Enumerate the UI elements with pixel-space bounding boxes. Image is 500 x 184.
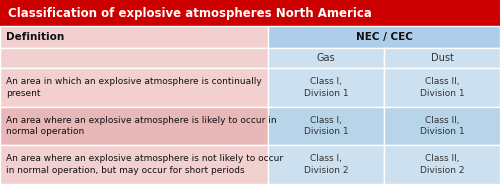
Text: Class II,
Division 1: Class II, Division 1 xyxy=(420,116,465,136)
Bar xyxy=(0,26,268,48)
Text: Class II,
Division 1: Class II, Division 1 xyxy=(420,77,465,98)
Text: Class I,
Division 2: Class I, Division 2 xyxy=(304,154,348,175)
Bar xyxy=(268,68,384,107)
Bar xyxy=(384,107,500,145)
Bar xyxy=(268,26,500,48)
Text: Dust: Dust xyxy=(430,53,454,63)
Bar xyxy=(0,107,268,145)
Bar xyxy=(384,68,500,107)
Text: Class I,
Division 1: Class I, Division 1 xyxy=(304,116,348,136)
Text: An area where an explosive atmosphere is likely to occur in
normal operation: An area where an explosive atmosphere is… xyxy=(6,116,276,136)
Bar xyxy=(0,48,268,68)
Text: Class I,
Division 1: Class I, Division 1 xyxy=(304,77,348,98)
Text: Gas: Gas xyxy=(316,53,336,63)
Text: Class II,
Division 2: Class II, Division 2 xyxy=(420,154,464,175)
Bar xyxy=(268,145,384,184)
Bar xyxy=(0,145,268,184)
Bar xyxy=(384,48,500,68)
Text: Definition: Definition xyxy=(6,32,64,42)
Text: An area in which an explosive atmosphere is continually
present: An area in which an explosive atmosphere… xyxy=(6,77,262,98)
Bar xyxy=(0,68,268,107)
Text: Classification of explosive atmospheres North America: Classification of explosive atmospheres … xyxy=(8,6,372,20)
Bar xyxy=(384,145,500,184)
Bar xyxy=(0,0,500,26)
Bar xyxy=(268,107,384,145)
Text: NEC / CEC: NEC / CEC xyxy=(356,32,412,42)
Text: An area where an explosive atmosphere is not likely to occur
in normal operation: An area where an explosive atmosphere is… xyxy=(6,154,283,175)
Bar xyxy=(268,48,384,68)
